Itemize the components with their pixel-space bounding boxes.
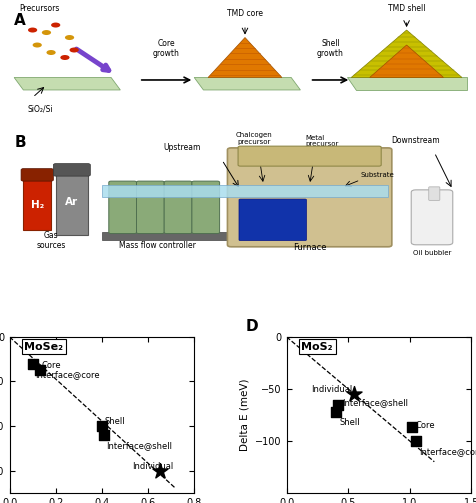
Text: Ar: Ar: [65, 197, 79, 207]
Text: B: B: [14, 135, 26, 150]
Text: Core: Core: [416, 421, 436, 430]
Text: SiO₂/Si: SiO₂/Si: [28, 105, 54, 114]
Circle shape: [47, 50, 56, 55]
Point: [98, 422, 106, 430]
Circle shape: [69, 47, 79, 52]
Text: MoS₂: MoS₂: [301, 342, 333, 352]
Text: A: A: [14, 13, 26, 28]
Text: Individual: Individual: [132, 462, 173, 471]
Text: TMD shell: TMD shell: [388, 4, 426, 13]
Polygon shape: [370, 45, 444, 77]
Text: Chalcogen
precursor: Chalcogen precursor: [236, 132, 273, 145]
Text: Interface@shell: Interface@shell: [107, 442, 172, 451]
Point: [335, 400, 342, 408]
FancyBboxPatch shape: [109, 181, 137, 233]
Point: [350, 390, 358, 398]
Polygon shape: [23, 178, 51, 230]
Text: Shell: Shell: [339, 417, 360, 427]
Text: Precursors: Precursors: [19, 4, 59, 13]
FancyBboxPatch shape: [137, 181, 164, 233]
Point: [100, 431, 108, 439]
Polygon shape: [208, 38, 282, 77]
FancyBboxPatch shape: [53, 163, 90, 176]
Text: D: D: [246, 319, 258, 334]
Text: Metal
precursor: Metal precursor: [305, 135, 338, 147]
Text: Oil bubbler: Oil bubbler: [413, 250, 451, 256]
Circle shape: [65, 35, 74, 40]
Polygon shape: [351, 30, 462, 77]
FancyBboxPatch shape: [429, 187, 440, 200]
Y-axis label: Delta E (meV): Delta E (meV): [239, 379, 249, 451]
Circle shape: [42, 30, 51, 35]
Polygon shape: [102, 232, 231, 240]
Text: Core
growth: Core growth: [153, 39, 180, 57]
FancyBboxPatch shape: [21, 169, 53, 181]
Circle shape: [32, 43, 42, 47]
Text: Upstream: Upstream: [164, 143, 201, 152]
Polygon shape: [102, 185, 388, 197]
FancyBboxPatch shape: [239, 199, 307, 240]
Text: Interface@core: Interface@core: [419, 447, 476, 456]
FancyBboxPatch shape: [411, 190, 453, 245]
FancyBboxPatch shape: [192, 181, 219, 233]
Polygon shape: [194, 77, 300, 90]
Text: Core: Core: [42, 361, 61, 370]
FancyBboxPatch shape: [228, 148, 392, 247]
Polygon shape: [56, 173, 88, 235]
Text: H₂: H₂: [30, 200, 44, 210]
FancyBboxPatch shape: [164, 181, 192, 233]
FancyBboxPatch shape: [238, 146, 381, 166]
Text: Interface@shell: Interface@shell: [342, 398, 408, 407]
Text: Interface@core: Interface@core: [35, 370, 99, 379]
Circle shape: [28, 28, 37, 33]
Text: Shell
growth: Shell growth: [317, 39, 344, 57]
Text: Gas
sources: Gas sources: [36, 231, 66, 250]
Point: [156, 467, 163, 475]
Polygon shape: [347, 77, 466, 90]
Point: [412, 437, 420, 445]
Text: Individual: Individual: [311, 385, 352, 394]
Text: MoSe₂: MoSe₂: [24, 342, 63, 352]
Point: [36, 366, 43, 374]
Polygon shape: [14, 77, 120, 90]
Text: Shell: Shell: [104, 417, 125, 426]
Point: [408, 424, 416, 432]
Point: [29, 360, 37, 368]
Text: Downstream: Downstream: [392, 136, 440, 145]
Circle shape: [60, 55, 69, 60]
Text: TMD core: TMD core: [227, 9, 263, 18]
Text: Furnace: Furnace: [293, 243, 327, 253]
Point: [332, 408, 339, 416]
Text: Mass flow controller: Mass flow controller: [119, 241, 196, 250]
Circle shape: [51, 23, 60, 28]
Text: Substrate: Substrate: [360, 172, 394, 178]
